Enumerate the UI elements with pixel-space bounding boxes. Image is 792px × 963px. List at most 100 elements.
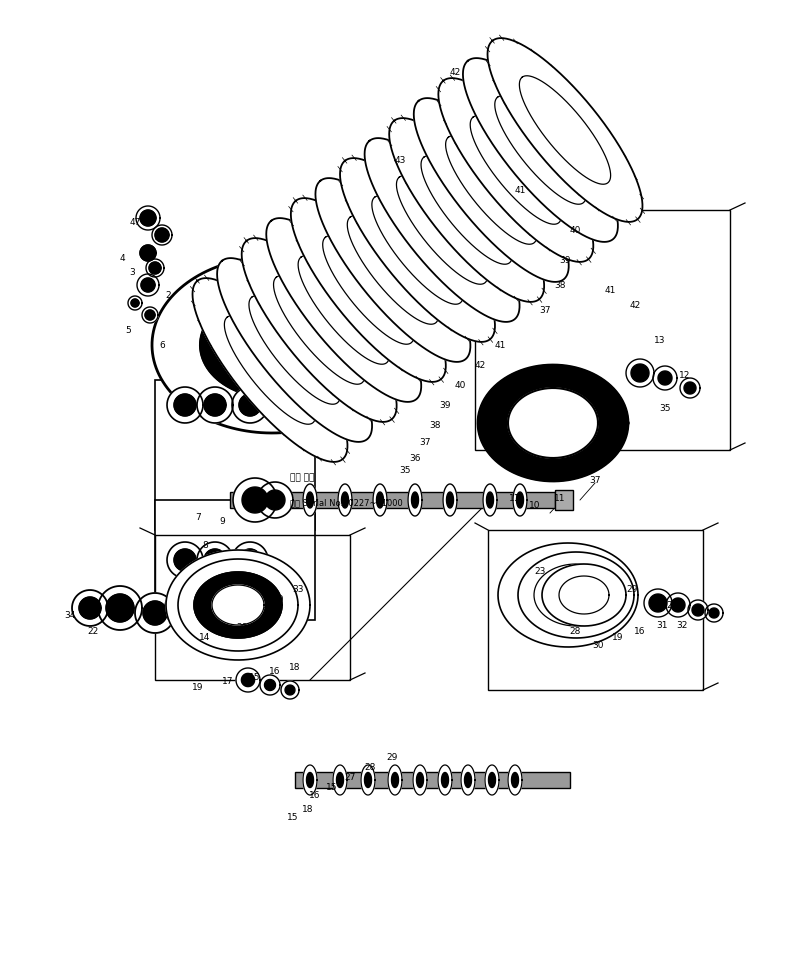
Bar xyxy=(555,490,573,510)
Text: 13: 13 xyxy=(654,335,666,345)
Bar xyxy=(155,380,315,530)
Polygon shape xyxy=(172,595,198,621)
Polygon shape xyxy=(364,772,371,788)
Text: 40: 40 xyxy=(569,225,581,235)
Polygon shape xyxy=(146,259,164,277)
Text: 41: 41 xyxy=(604,285,615,295)
Text: 7: 7 xyxy=(195,513,201,523)
Polygon shape xyxy=(72,590,108,626)
Polygon shape xyxy=(421,156,512,264)
Polygon shape xyxy=(143,601,167,625)
Polygon shape xyxy=(128,296,142,310)
Polygon shape xyxy=(224,316,316,425)
Polygon shape xyxy=(79,597,101,619)
Polygon shape xyxy=(626,359,654,387)
Polygon shape xyxy=(131,299,139,307)
Polygon shape xyxy=(488,39,642,221)
Polygon shape xyxy=(644,589,672,617)
Polygon shape xyxy=(373,484,387,516)
Polygon shape xyxy=(167,542,203,578)
Polygon shape xyxy=(140,245,156,261)
Polygon shape xyxy=(273,275,365,384)
Polygon shape xyxy=(141,278,155,292)
Polygon shape xyxy=(688,600,708,620)
Text: 37: 37 xyxy=(419,437,431,447)
Text: 22: 22 xyxy=(87,628,99,637)
Polygon shape xyxy=(470,116,562,224)
Polygon shape xyxy=(526,564,610,626)
Polygon shape xyxy=(265,680,276,690)
Text: 11: 11 xyxy=(554,493,565,503)
Text: 32: 32 xyxy=(676,620,687,630)
Text: 29: 29 xyxy=(626,586,638,594)
Polygon shape xyxy=(135,593,175,633)
Text: 19: 19 xyxy=(612,634,624,642)
Polygon shape xyxy=(291,198,446,382)
Text: 2: 2 xyxy=(166,291,171,299)
Polygon shape xyxy=(338,484,352,516)
Polygon shape xyxy=(106,594,134,622)
Text: 39: 39 xyxy=(440,401,451,409)
Bar xyxy=(475,210,730,450)
Polygon shape xyxy=(516,492,524,508)
Text: 40: 40 xyxy=(455,380,466,389)
Polygon shape xyxy=(388,765,402,795)
Polygon shape xyxy=(166,550,310,660)
Polygon shape xyxy=(281,681,299,699)
Polygon shape xyxy=(204,394,226,416)
Polygon shape xyxy=(438,765,452,795)
Text: 15: 15 xyxy=(287,814,299,822)
Text: 14: 14 xyxy=(200,634,211,642)
Polygon shape xyxy=(413,765,427,795)
Polygon shape xyxy=(376,492,383,508)
Text: 17: 17 xyxy=(223,678,234,687)
Polygon shape xyxy=(709,608,719,618)
Text: 41: 41 xyxy=(494,341,505,350)
Polygon shape xyxy=(174,549,196,571)
Polygon shape xyxy=(485,765,499,795)
Polygon shape xyxy=(412,492,418,508)
Polygon shape xyxy=(666,593,690,617)
Polygon shape xyxy=(149,262,161,274)
Polygon shape xyxy=(197,542,233,578)
Polygon shape xyxy=(478,365,628,481)
Polygon shape xyxy=(559,576,609,614)
Polygon shape xyxy=(165,588,205,628)
Polygon shape xyxy=(631,364,649,382)
Polygon shape xyxy=(341,492,348,508)
Text: 41: 41 xyxy=(514,186,526,195)
Polygon shape xyxy=(534,564,618,626)
Polygon shape xyxy=(192,278,348,462)
Text: 9: 9 xyxy=(219,517,225,527)
Text: 38: 38 xyxy=(554,280,565,290)
Polygon shape xyxy=(364,138,520,322)
Polygon shape xyxy=(649,594,667,612)
Text: 16: 16 xyxy=(309,791,321,799)
Polygon shape xyxy=(204,549,226,571)
Text: 4: 4 xyxy=(119,253,125,263)
Text: 31: 31 xyxy=(657,620,668,630)
Polygon shape xyxy=(249,296,341,404)
Text: 44: 44 xyxy=(154,233,166,243)
Text: 42: 42 xyxy=(449,67,461,76)
Polygon shape xyxy=(483,484,497,516)
Polygon shape xyxy=(361,765,375,795)
Polygon shape xyxy=(260,675,280,695)
Text: 20: 20 xyxy=(236,623,248,633)
Polygon shape xyxy=(486,492,493,508)
Polygon shape xyxy=(508,765,522,795)
Polygon shape xyxy=(217,305,327,385)
Polygon shape xyxy=(212,585,264,625)
Text: 33: 33 xyxy=(292,586,304,594)
Polygon shape xyxy=(137,274,159,296)
Polygon shape xyxy=(653,366,677,390)
Text: 42: 42 xyxy=(630,300,641,309)
Text: 43: 43 xyxy=(394,155,406,165)
Text: 12: 12 xyxy=(680,371,691,379)
Polygon shape xyxy=(285,685,295,695)
Text: 11: 11 xyxy=(509,493,521,503)
Text: 42: 42 xyxy=(474,360,485,370)
Polygon shape xyxy=(152,225,172,245)
Bar xyxy=(488,530,703,690)
Polygon shape xyxy=(447,492,454,508)
